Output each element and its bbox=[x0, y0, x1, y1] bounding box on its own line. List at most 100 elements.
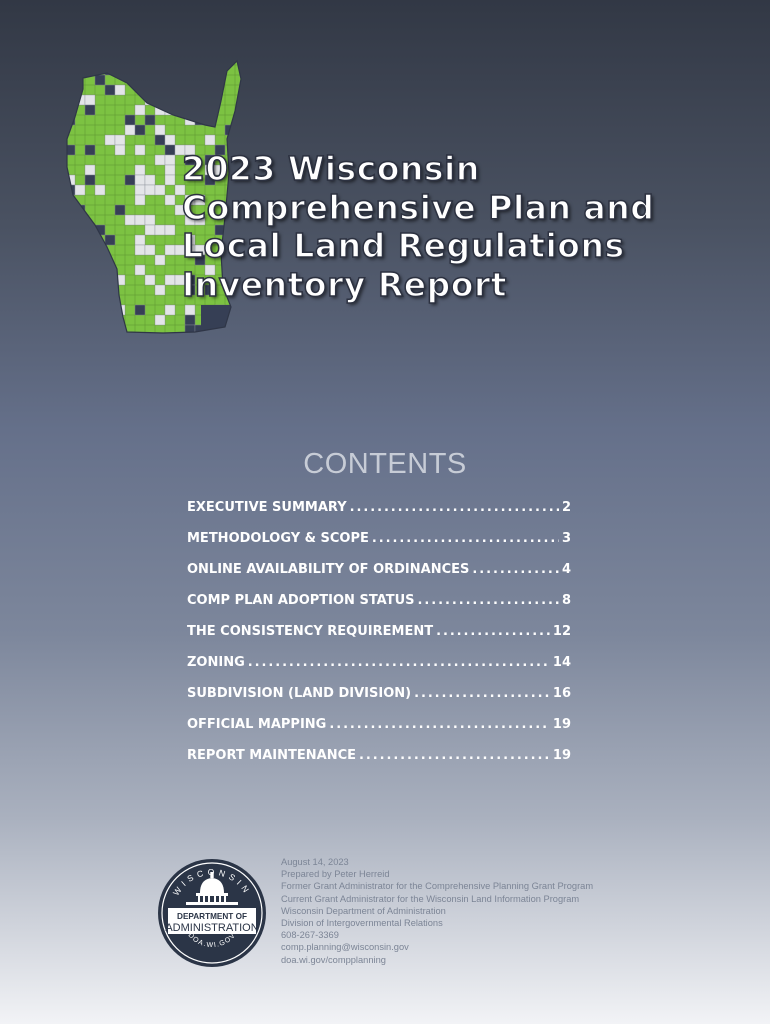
map-parcel bbox=[164, 244, 176, 256]
map-parcel bbox=[214, 144, 226, 156]
map-parcel bbox=[144, 274, 156, 286]
map-parcel bbox=[184, 154, 196, 166]
toc-item-page: 3 bbox=[561, 531, 571, 546]
toc-item-comp-plan-adoption[interactable]: COMP PLAN ADOPTION STATUS 8 bbox=[187, 593, 571, 624]
map-parcel bbox=[164, 174, 176, 186]
map-parcel bbox=[74, 61, 86, 66]
map-parcel bbox=[245, 75, 255, 85]
doa-seal-logo: WISCONSIN DEPARTMENT OF ADMINISTRATION D… bbox=[156, 857, 268, 969]
title-line-1: 2023 Wisconsin bbox=[181, 149, 480, 188]
footer-website[interactable]: doa.wi.gov/compplanning bbox=[281, 954, 386, 965]
map-parcel bbox=[174, 204, 186, 216]
map-parcel bbox=[315, 95, 325, 105]
map-parcel bbox=[134, 264, 146, 276]
toc-item-executive-summary[interactable]: EXECUTIVE SUMMARY 2 bbox=[187, 500, 571, 531]
map-parcel bbox=[305, 325, 315, 335]
map-parcel bbox=[234, 304, 241, 316]
map-parcel bbox=[204, 264, 216, 276]
map-parcel bbox=[125, 335, 135, 345]
map-parcel bbox=[144, 224, 156, 236]
map-parcel bbox=[315, 325, 325, 335]
toc-item-online-availability[interactable]: ONLINE AVAILABILITY OF ORDINANCES 4 bbox=[187, 562, 571, 593]
map-parcel bbox=[184, 304, 196, 316]
map-parcel bbox=[124, 124, 136, 136]
map-parcel bbox=[325, 65, 335, 75]
map-parcel bbox=[245, 95, 255, 105]
toc-item-page: 19 bbox=[552, 748, 571, 763]
map-parcel bbox=[104, 84, 116, 96]
toc-leader-dots bbox=[329, 717, 550, 732]
map-parcel bbox=[154, 184, 166, 196]
map-parcel bbox=[144, 114, 156, 126]
map-parcel bbox=[265, 55, 275, 65]
toc-item-page: 2 bbox=[561, 500, 571, 515]
map-parcel bbox=[194, 194, 206, 206]
map-parcel bbox=[134, 244, 146, 256]
map-parcel bbox=[55, 195, 65, 205]
toc-item-subdivision[interactable]: SUBDIVISION (LAND DIVISION) 16 bbox=[187, 686, 571, 717]
map-parcel bbox=[67, 184, 76, 196]
map-parcel bbox=[204, 64, 216, 76]
footer-former-role: Former Grant Administrator for the Compr… bbox=[281, 881, 594, 892]
map-parcel bbox=[154, 124, 166, 136]
map-parcel bbox=[94, 264, 106, 276]
toc-item-page: 8 bbox=[561, 593, 571, 608]
report-title: 2023 Wisconsin Comprehensive Plan and Lo… bbox=[181, 149, 654, 304]
map-parcel bbox=[114, 144, 126, 156]
map-parcel bbox=[154, 254, 166, 266]
map-parcel bbox=[285, 55, 295, 65]
map-parcel bbox=[114, 61, 126, 66]
toc-item-label: THE CONSISTENCY REQUIREMENT bbox=[187, 624, 434, 639]
toc-item-report-maintenance[interactable]: REPORT MAINTENANCE 19 bbox=[187, 748, 571, 779]
map-parcel bbox=[144, 94, 156, 106]
footer-email[interactable]: comp.planning@wisconsin.gov bbox=[281, 942, 409, 953]
map-parcel bbox=[55, 75, 65, 85]
toc-item-page: 12 bbox=[552, 624, 571, 639]
map-parcel bbox=[84, 304, 96, 316]
map-parcel bbox=[134, 304, 146, 316]
toc-item-page: 16 bbox=[552, 686, 571, 701]
map-parcel bbox=[214, 164, 226, 176]
map-parcel bbox=[194, 64, 206, 76]
map-parcel bbox=[265, 95, 275, 105]
map-parcel bbox=[164, 84, 176, 96]
map-parcel bbox=[315, 125, 325, 135]
toc-item-official-mapping[interactable]: OFFICIAL MAPPING 19 bbox=[187, 717, 571, 748]
toc-item-label: METHODOLOGY & SCOPE bbox=[187, 531, 369, 546]
toc-item-methodology-scope[interactable]: METHODOLOGY & SCOPE 3 bbox=[187, 531, 571, 562]
map-parcel bbox=[154, 314, 166, 326]
map-parcel bbox=[164, 134, 176, 146]
map-parcel bbox=[84, 94, 96, 106]
map-parcel bbox=[204, 284, 216, 296]
map-parcel bbox=[55, 235, 65, 245]
map-parcel bbox=[75, 335, 85, 345]
map-parcel bbox=[74, 254, 86, 266]
map-parcel bbox=[134, 124, 146, 136]
map-parcel bbox=[94, 74, 106, 86]
map-parcel bbox=[134, 184, 146, 196]
toc-item-consistency-requirement[interactable]: THE CONSISTENCY REQUIREMENT 12 bbox=[187, 624, 571, 655]
map-parcel bbox=[275, 315, 285, 325]
map-parcel bbox=[164, 194, 176, 206]
title-line-4: Inventory Report bbox=[181, 264, 508, 304]
title-line-3: Local Land Regulations bbox=[181, 226, 625, 265]
map-parcel bbox=[104, 134, 116, 146]
map-parcel bbox=[124, 114, 136, 126]
map-parcel bbox=[114, 324, 126, 333]
map-parcel bbox=[114, 84, 126, 96]
toc-item-label: SUBDIVISION (LAND DIVISION) bbox=[187, 686, 412, 701]
map-parcel bbox=[84, 164, 96, 176]
map-parcel bbox=[144, 214, 156, 226]
toc-leader-dots bbox=[472, 562, 559, 577]
toc-leader-dots bbox=[436, 624, 550, 639]
wisconsin-map-image bbox=[55, 55, 335, 345]
map-parcel bbox=[265, 315, 275, 325]
toc-item-zoning[interactable]: ZONING 14 bbox=[187, 655, 571, 686]
toc-leader-dots bbox=[414, 686, 550, 701]
map-parcel bbox=[67, 214, 76, 226]
toc-leader-dots bbox=[372, 531, 559, 546]
map-parcel bbox=[194, 104, 206, 116]
toc-leader-dots bbox=[350, 500, 559, 515]
map-parcel bbox=[84, 174, 96, 186]
report-footer: August 14, 2023 Prepared by Peter Herrei… bbox=[281, 856, 593, 966]
